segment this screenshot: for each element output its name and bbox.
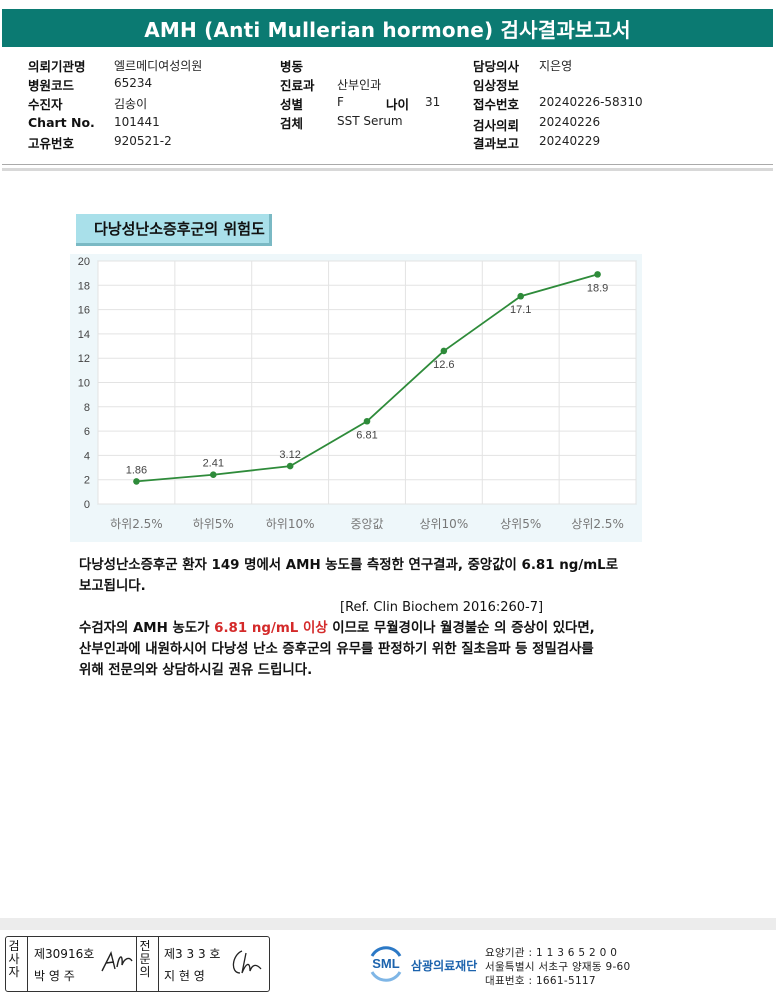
divider (158, 937, 159, 991)
divider-top (2, 164, 773, 165)
value-unique-no: 920521-2 (114, 134, 172, 148)
recommendation-line-2: 산부인과에 내원하시어 다낭성 난소 증후군의 유무를 판정하기 위한 질초음파… (79, 642, 594, 657)
label-receipt-no: 접수번호 (473, 97, 520, 112)
y-tick-label: 8 (84, 402, 90, 414)
data-points (133, 271, 601, 485)
recommendation-line-1: 수검자의 AMH 농도가 6.81 ng/mL 이상 이므로 무월경이나 월경불… (79, 618, 595, 639)
label-requesting-institution: 의뢰기관명 (28, 59, 86, 74)
data-point (133, 478, 140, 485)
x-tick-labels: 하위2.5% 하위5% 하위10% 중앙값 상위10% 상위5% 상위2.5% (110, 517, 624, 531)
x-tick-label: 하위5% (193, 517, 234, 531)
data-point (440, 347, 448, 355)
value-patient: 김송이 (114, 97, 148, 111)
data-label: 18.9 (587, 282, 608, 294)
value-result-report: 20240229 (539, 134, 601, 148)
y-tick-label: 16 (78, 305, 90, 317)
data-label: 17.1 (510, 304, 531, 316)
sml-logo-icon: SML (370, 946, 402, 982)
report-title: AMH (Anti Mullerian hormone) 검사결과보고서 (2, 9, 773, 47)
x-tick-label: 하위2.5% (110, 517, 163, 531)
org-name: 삼광의료재단 (411, 959, 478, 973)
label-specimen: 검체 (280, 116, 304, 131)
label-department: 진료과 (280, 78, 315, 93)
data-point (363, 417, 371, 425)
data-label: 12.6 (433, 359, 454, 371)
address: 서울특별시 서초구 양재동 9-60 (485, 961, 631, 973)
data-label: 6.81 (356, 429, 377, 441)
y-tick-label: 6 (84, 426, 90, 438)
grid-layer (97, 260, 637, 505)
value-department: 산부인과 (337, 78, 382, 92)
y-tick-label: 2 (84, 475, 90, 487)
phone: 대표번호 : 1661-5117 (485, 975, 596, 987)
value-chart-no: 101441 (114, 115, 160, 129)
label-age: 나이 (386, 97, 410, 112)
label-unique-no: 고유번호 (28, 136, 75, 151)
divider (136, 937, 137, 991)
specialist-license-no: 제3 3 3 호 (164, 947, 221, 961)
y-tick-labels: 0 2 4 6 8 10 12 14 16 18 20 (78, 256, 90, 511)
recommendation-threshold: 6.81 ng/mL 이상 (214, 621, 328, 636)
footer-band (0, 918, 776, 930)
data-label: 1.86 (126, 464, 147, 476)
value-hospital-code: 65234 (114, 76, 153, 90)
data-label: 2.41 (203, 458, 224, 470)
y-tick-label: 14 (78, 329, 90, 341)
recommendation-prefix: 수검자의 AMH 농도가 (79, 621, 215, 636)
x-tick-label: 상위2.5% (571, 517, 624, 531)
risk-line-chart: 0 2 4 6 8 10 12 14 16 18 20 하위2.5% 하위5% 하위10% 중앙값 상위10… (70, 254, 642, 542)
data-point (286, 462, 294, 470)
chart-title: 다낭성난소증후군의 위험도 (76, 214, 272, 246)
y-tick-label: 0 (84, 499, 90, 511)
specialist-name: 지 현 영 (164, 969, 205, 983)
y-tick-label: 10 (78, 378, 90, 390)
value-receipt-no: 20240226-58310 (539, 95, 643, 109)
label-chart-no: Chart No. (28, 115, 95, 130)
x-tick-label: 하위10% (266, 517, 315, 531)
y-tick-label: 18 (78, 280, 90, 292)
specialist-signature (232, 950, 262, 974)
label-clinical-info: 임상정보 (473, 78, 520, 93)
x-tick-label: 상위5% (500, 517, 541, 531)
label-patient: 수진자 (28, 97, 63, 112)
top-strip (0, 0, 776, 8)
label-test-request: 검사의뢰 (473, 118, 520, 133)
recommendation-suffix: 이므로 무월경이나 월경불순 의 증상이 있다면, (327, 621, 595, 636)
value-specimen: SST Serum (337, 114, 403, 128)
x-tick-label: 상위10% (419, 517, 468, 531)
value-doctor: 지은영 (539, 59, 573, 73)
y-tick-label: 4 (84, 450, 90, 462)
x-tick-label: 중앙값 (350, 517, 383, 531)
logo-text: SML (372, 956, 400, 971)
institution-code: 요양기관 : 1 1 3 6 5 2 0 0 (485, 947, 618, 959)
data-point (594, 271, 601, 278)
value-requesting-institution: 엘르메디여성의원 (114, 59, 203, 73)
reference-citation: [Ref. Clin Biochem 2016:260-7] (340, 600, 544, 615)
recommendation-line-3: 위해 전문의와 상담하시길 권유 드립니다. (79, 663, 313, 678)
data-point (209, 471, 217, 479)
divider (27, 937, 28, 991)
data-labels: 1.86 2.41 3.12 6.81 12.6 17.1 18.9 (126, 282, 609, 476)
value-age: 31 (425, 95, 441, 109)
divider-band (2, 168, 773, 171)
y-tick-label: 12 (78, 353, 90, 365)
y-tick-label: 20 (78, 256, 90, 268)
label-doctor: 담당의사 (473, 59, 520, 74)
data-point (517, 292, 525, 300)
tester-signature (101, 950, 133, 972)
tester-name: 박 영 주 (34, 969, 75, 983)
description-line-2: 보고됩니다. (79, 579, 146, 594)
label-sex: 성별 (280, 97, 304, 112)
description-line-1: 다낭성난소증후군 환자 149 명에서 AMH 농도를 측정한 연구결과, 중앙… (79, 558, 619, 573)
data-label: 3.12 (279, 449, 300, 461)
value-sex: F (337, 95, 344, 109)
tester-license-no: 제30916호 (34, 947, 95, 961)
value-test-request: 20240226 (539, 115, 601, 129)
label-hospital-code: 병원코드 (28, 78, 75, 93)
label-result-report: 결과보고 (473, 136, 520, 151)
label-ward: 병동 (280, 59, 304, 74)
